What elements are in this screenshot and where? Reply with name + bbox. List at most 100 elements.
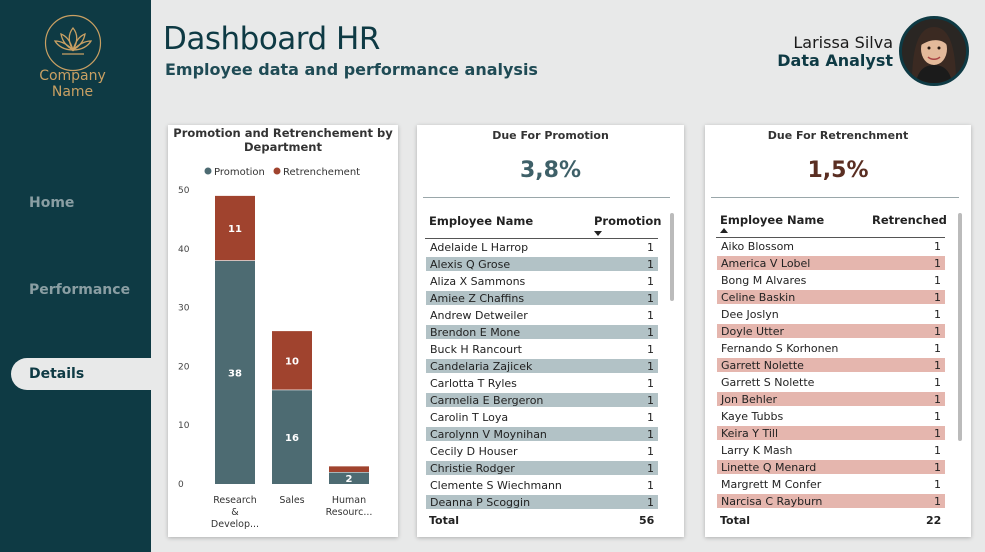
table-row[interactable]: Andrew Detweiler 1 — [426, 308, 658, 323]
avatar-portrait-icon — [902, 19, 966, 83]
company-name: Company Name — [0, 68, 145, 100]
table-row[interactable]: Linette Q Menard 1 — [717, 460, 945, 475]
employee-name: Kaye Tubbs — [721, 410, 784, 423]
page-subtitle: Employee data and performance analysis — [165, 60, 538, 79]
data-label: 10 — [285, 357, 299, 368]
legend-marker — [273, 167, 281, 175]
table-row[interactable]: Garrett S Nolette 1 — [717, 375, 945, 390]
employee-name: Garrett S Nolette — [721, 376, 815, 389]
table-row[interactable]: Aliza X Sammons 1 — [426, 274, 658, 289]
employee-name: Carolin T Loya — [430, 411, 509, 424]
employee-name: Margrett M Confer — [721, 478, 822, 491]
retrenchment-header-line — [716, 237, 945, 238]
table-row[interactable]: Christie Rodger 1 — [426, 461, 658, 476]
x-tick-label: & — [231, 507, 239, 518]
sort-asc-icon[interactable] — [720, 228, 728, 233]
table-row[interactable]: Carlotta T Ryles 1 — [426, 376, 658, 391]
table-row[interactable]: Carolynn V Moynihan 1 — [426, 427, 658, 442]
employee-name: Candelaria Zajicek — [430, 360, 533, 373]
nav-details-label: Details — [29, 366, 85, 382]
table-row[interactable]: Brendon E Mone 1 — [426, 325, 658, 340]
row-value: 1 — [647, 428, 654, 441]
table-row[interactable]: Cecily D Houser 1 — [426, 444, 658, 459]
promotion-total-label: Total — [429, 514, 460, 527]
row-value: 1 — [934, 410, 941, 423]
row-value: 1 — [934, 308, 941, 321]
employee-name: Dee Joslyn — [721, 308, 779, 321]
row-value: 1 — [934, 376, 941, 389]
table-row[interactable]: Amiee Z Chaffins 1 — [426, 291, 658, 306]
legend-label: Retrenchement — [283, 167, 360, 178]
retrenchment-col-name[interactable]: Employee Name — [720, 213, 825, 227]
table-row[interactable]: Carmelia E Bergeron 1 — [426, 393, 658, 408]
table-row[interactable]: Candelaria Zajicek 1 — [426, 359, 658, 374]
table-row[interactable]: Alexis Q Grose 1 — [426, 257, 658, 272]
x-tick-label: Human — [332, 495, 366, 506]
y-tick-label: 50 — [178, 186, 190, 196]
row-value: 1 — [934, 461, 941, 474]
table-row[interactable]: Doyle Utter 1 — [717, 324, 945, 339]
table-row[interactable]: Kaye Tubbs 1 — [717, 409, 945, 424]
table-row[interactable]: Aiko Blossom 1 — [717, 239, 945, 254]
retrenchment-scrollbar[interactable] — [958, 213, 962, 441]
table-row[interactable]: Margrett M Confer 1 — [717, 477, 945, 492]
sidebar: Company Name Home Performance Details — [0, 0, 151, 552]
employee-name: Alexis Q Grose — [430, 258, 511, 271]
promotion-card: Due For Promotion 3,8% Employee Name Pro… — [417, 125, 684, 537]
promotion-divider — [423, 197, 670, 198]
table-row[interactable]: Celine Baskin 1 — [717, 290, 945, 305]
x-tick-label: Resourc... — [326, 507, 373, 518]
employee-name: Clemente S Wiechmann — [430, 479, 562, 492]
employee-name: Narcisa C Rayburn — [721, 495, 823, 508]
table-row[interactable]: Keira Y Till 1 — [717, 426, 945, 441]
legend-label: Promotion — [214, 167, 265, 178]
table-row[interactable]: Dee Joslyn 1 — [717, 307, 945, 322]
chart-title: Promotion and Retrenchement by Departmen… — [173, 126, 393, 154]
table-row[interactable]: Buck H Rancourt 1 — [426, 342, 658, 357]
table-row[interactable]: Deanna P Scoggin 1 — [426, 495, 658, 510]
row-value: 1 — [934, 427, 941, 440]
bar-retrenchment — [329, 466, 369, 473]
promotion-scrollbar[interactable] — [670, 213, 674, 301]
employee-name: Celine Baskin — [721, 291, 796, 304]
table-row[interactable]: Carolin T Loya 1 — [426, 410, 658, 425]
table-row[interactable]: Jon Behler 1 — [717, 392, 945, 407]
user-name: Larissa Silva — [793, 33, 893, 52]
data-label: 2 — [346, 474, 353, 485]
data-label: 11 — [228, 224, 242, 235]
employee-name: Christie Rodger — [430, 462, 515, 475]
bar-promotion — [329, 472, 369, 484]
employee-name: America V Lobel — [721, 257, 811, 270]
row-value: 1 — [934, 291, 941, 304]
promotion-kpi: 3,8% — [519, 158, 581, 183]
legend-marker — [204, 167, 212, 175]
employee-name: Andrew Detweiler — [430, 309, 528, 322]
sort-desc-icon[interactable] — [594, 231, 602, 236]
nav-details[interactable]: Details — [11, 358, 151, 390]
row-value: 1 — [934, 393, 941, 406]
table-row[interactable]: Adelaide L Harrop 1 — [426, 240, 658, 255]
employee-name: Doyle Utter — [721, 325, 784, 338]
page-title: Dashboard HR — [163, 21, 380, 57]
employee-name: Buck H Rancourt — [430, 343, 522, 356]
row-value: 1 — [647, 479, 654, 492]
promotion-col-name[interactable]: Employee Name — [429, 214, 534, 228]
table-row[interactable]: Narcisa C Rayburn 1 — [717, 494, 945, 509]
retrenchment-col-value[interactable]: Retrenched — [872, 213, 947, 227]
employee-name: Bong M Alvares — [721, 274, 807, 287]
table-row[interactable]: Fernando S Korhonen 1 — [717, 341, 945, 356]
nav-performance[interactable]: Performance — [29, 282, 131, 298]
table-row[interactable]: Larry K Mash 1 — [717, 443, 945, 458]
bar-promotion — [272, 389, 312, 484]
table-row[interactable]: Garrett Nolette 1 — [717, 358, 945, 373]
nav-home[interactable]: Home — [29, 195, 75, 211]
table-row[interactable]: Bong M Alvares 1 — [717, 273, 945, 288]
table-row[interactable]: America V Lobel 1 — [717, 256, 945, 271]
avatar[interactable] — [899, 16, 969, 86]
table-row[interactable]: Clemente S Wiechmann 1 — [426, 478, 658, 493]
row-value: 1 — [647, 326, 654, 339]
promotion-total-value: 56 — [639, 514, 655, 527]
row-value: 1 — [934, 257, 941, 270]
row-value: 1 — [647, 377, 654, 390]
promotion-col-value[interactable]: Promotion — [594, 214, 662, 228]
